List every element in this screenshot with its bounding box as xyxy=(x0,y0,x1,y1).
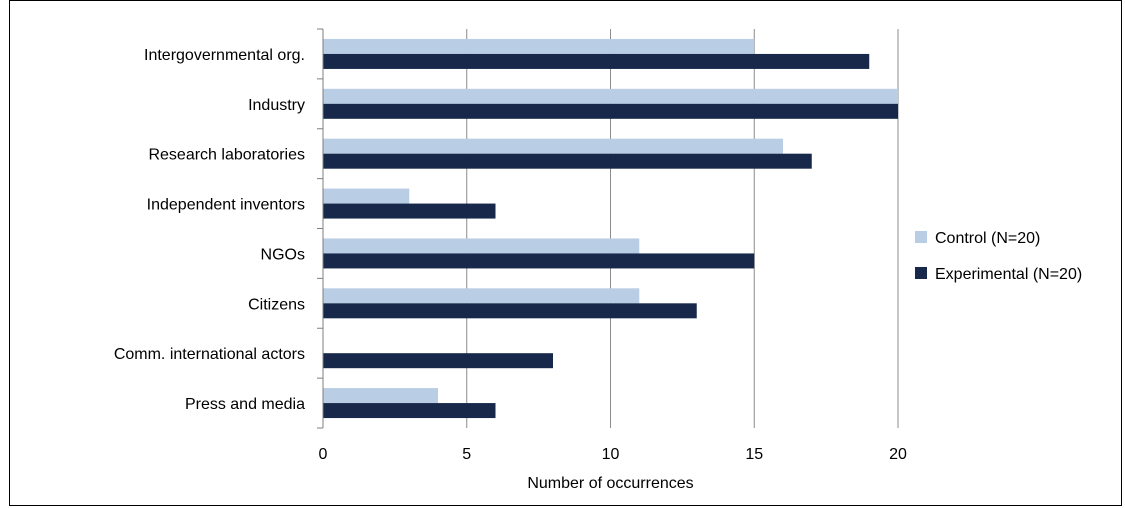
bar xyxy=(323,303,697,319)
bar xyxy=(323,288,640,304)
bar xyxy=(323,388,438,404)
bar xyxy=(323,53,870,69)
bar xyxy=(323,403,496,419)
category-label: Press and media xyxy=(185,396,305,413)
category-labels: Intergovernmental org. Industry Research l… xyxy=(114,47,305,413)
bar xyxy=(323,38,755,54)
bar xyxy=(323,88,898,104)
x-tick-label: 0 xyxy=(319,446,328,463)
category-label: Independent inventors xyxy=(147,197,305,214)
category-label: Citizens xyxy=(248,296,305,313)
bar xyxy=(323,153,812,169)
bar xyxy=(323,353,553,369)
category-label: Comm. international actors xyxy=(114,346,305,363)
category-label: Intergovernmental org. xyxy=(144,47,305,64)
bar xyxy=(323,203,496,219)
x-axis-title: Number of occurrences xyxy=(527,475,693,492)
legend-label: Experimental (N=20) xyxy=(935,266,1082,283)
legend-label: Control (N=20) xyxy=(935,230,1040,247)
x-tick-label: 15 xyxy=(745,446,763,463)
x-tick-label: 10 xyxy=(602,446,620,463)
bar xyxy=(323,238,640,254)
x-tick-labels: 0 5 10 15 20 xyxy=(319,446,907,463)
bar xyxy=(323,138,783,154)
category-label: Industry xyxy=(248,97,305,114)
legend-swatch xyxy=(915,267,927,279)
bar xyxy=(323,103,898,119)
bar xyxy=(323,253,755,269)
axes xyxy=(317,28,324,429)
legend: Control (N=20) Experimental (N=20) xyxy=(915,230,1082,283)
x-tick-label: 20 xyxy=(889,446,907,463)
bar-chart: Intergovernmental org. Industry Research l… xyxy=(114,28,1082,492)
category-label: NGOs xyxy=(261,246,305,263)
category-label: Research laboratories xyxy=(148,147,305,164)
x-tick-label: 5 xyxy=(462,446,471,463)
chart-frame: Intergovernmental org. Industry Research l… xyxy=(9,0,1122,506)
bars xyxy=(323,38,898,419)
legend-swatch xyxy=(915,231,927,243)
bar xyxy=(323,188,410,204)
